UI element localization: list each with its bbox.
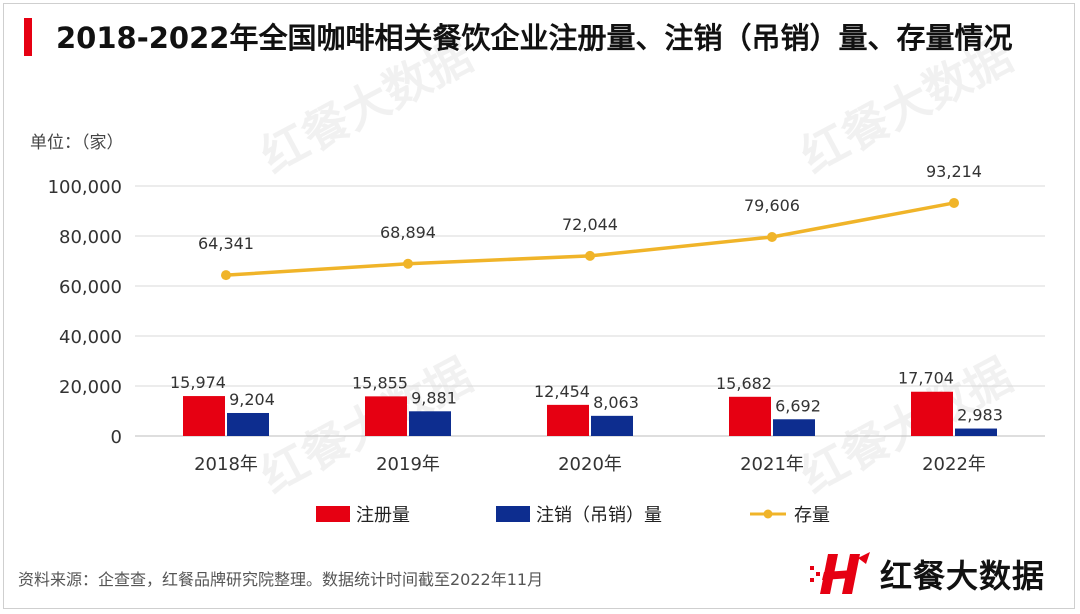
- bar-registered: [547, 404, 589, 436]
- data-label-cancelled: 6,692: [775, 396, 821, 415]
- legend-swatch: [316, 506, 350, 522]
- bar-cancelled: [591, 415, 633, 436]
- data-label-cancelled: 9,204: [229, 390, 275, 409]
- bar-registered: [183, 396, 225, 436]
- chart-frame: [3, 3, 1075, 609]
- data-label-registered: 15,974: [170, 373, 226, 392]
- bar-cancelled: [409, 411, 451, 436]
- data-label-stock: 68,894: [380, 223, 436, 242]
- source-note: 资料来源：企查查，红餐品牌研究院整理。数据统计时间截至2022年11月: [18, 570, 544, 589]
- y-tick-label: 100,000: [48, 177, 122, 198]
- stock-point: [767, 231, 777, 242]
- legend-label: 注册量: [356, 505, 410, 526]
- data-label-stock: 79,606: [744, 196, 800, 215]
- legend-label: 存量: [794, 505, 830, 526]
- gridlines: [135, 185, 1045, 437]
- bar-cancelled: [773, 419, 815, 436]
- legend-marker: [763, 509, 773, 519]
- title-accent-bar: [24, 18, 32, 56]
- x-axis-ticks: 2018年 2019年 2020年 2021年 2022年: [194, 454, 986, 475]
- y-tick-label: 40,000: [59, 327, 122, 348]
- legend-stock: 存量: [750, 505, 830, 526]
- legend: 注册量 注销（吊销）量 存量: [316, 505, 830, 526]
- data-label-cancelled: 2,983: [957, 406, 1003, 425]
- y-tick-label: 20,000: [59, 377, 122, 398]
- y-tick-label: 80,000: [59, 227, 122, 248]
- data-label-stock: 93,214: [926, 162, 982, 181]
- data-label-registered: 12,454: [534, 382, 590, 401]
- x-tick-label: 2022年: [922, 454, 986, 475]
- x-tick-label: 2019年: [376, 454, 440, 475]
- stock-series-line: [225, 201, 955, 277]
- stock-point: [585, 250, 595, 261]
- data-label-registered: 15,855: [352, 373, 408, 392]
- bar-cancelled: [227, 412, 269, 436]
- legend-registered: 注册量: [316, 505, 410, 526]
- bar-registered: [911, 391, 953, 436]
- bar-cancelled: [955, 428, 997, 436]
- stock-point: [221, 270, 231, 281]
- chart-title: 2018-2022年全国咖啡相关餐饮企业注册量、注销（吊销）量、存量情况: [56, 21, 1013, 55]
- data-label-cancelled: 9,881: [411, 388, 457, 407]
- bar-registered: [729, 396, 771, 436]
- brand-mark: 红餐大数据: [808, 550, 1045, 598]
- unit-label: 单位：（家）: [30, 133, 124, 153]
- x-tick-label: 2021年: [740, 454, 804, 475]
- data-label-cancelled: 8,063: [593, 393, 639, 412]
- data-label-stock: 72,044: [562, 215, 618, 234]
- data-label-stock: 64,341: [198, 234, 254, 253]
- x-tick-label: 2018年: [194, 454, 258, 475]
- legend-label: 注销（吊销）量: [536, 505, 662, 526]
- x-tick-label: 2020年: [558, 454, 622, 475]
- data-label-registered: 15,682: [716, 374, 772, 393]
- y-axis-ticks: 0 20,000 40,000 60,000 80,000 100,000: [48, 177, 122, 448]
- data-label-registered: 17,704: [898, 369, 954, 388]
- bar-registered: [365, 396, 407, 436]
- y-tick-label: 60,000: [59, 277, 122, 298]
- hongcan-h-logo-icon: [810, 552, 870, 594]
- stock-point: [403, 258, 413, 269]
- stock-line: 64,341 68,894 72,044 79,606 93,214: [198, 162, 982, 281]
- stock-point: [949, 197, 959, 208]
- brand-name: 红餐大数据: [880, 557, 1046, 595]
- y-tick-label: 0: [111, 427, 122, 448]
- legend-cancelled: 注销（吊销）量: [496, 505, 662, 526]
- legend-swatch: [496, 506, 530, 522]
